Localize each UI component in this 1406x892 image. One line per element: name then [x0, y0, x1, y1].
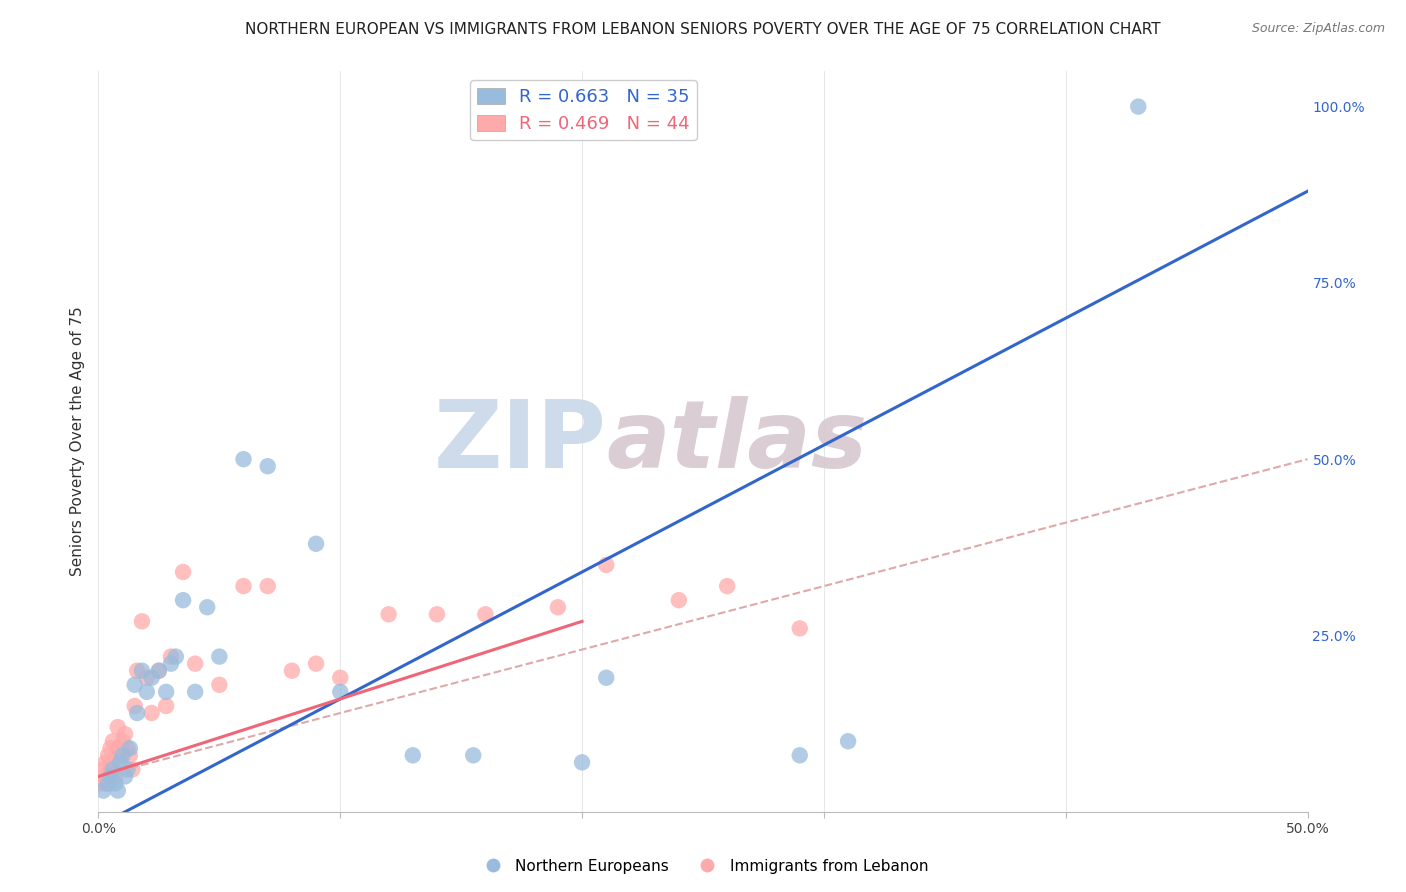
Legend: R = 0.663   N = 35, R = 0.469   N = 44: R = 0.663 N = 35, R = 0.469 N = 44: [470, 80, 697, 140]
Point: [595, 671, 617, 685]
Point: [155, 685, 177, 699]
Point: [94, 776, 117, 790]
Point: [329, 685, 352, 699]
Point: [114, 769, 136, 783]
Point: [127, 706, 149, 720]
Point: [571, 756, 593, 770]
Point: [117, 741, 139, 756]
Point: [148, 664, 170, 678]
Point: [232, 452, 254, 467]
Point: [160, 657, 183, 671]
Point: [100, 769, 122, 783]
Point: [118, 748, 141, 763]
Point: [547, 600, 569, 615]
Point: [402, 748, 425, 763]
Text: NORTHERN EUROPEAN VS IMMIGRANTS FROM LEBANON SENIORS POVERTY OVER THE AGE OF 75 : NORTHERN EUROPEAN VS IMMIGRANTS FROM LEB…: [245, 22, 1161, 37]
Point: [107, 783, 129, 797]
Point: [474, 607, 496, 622]
Text: atlas: atlas: [606, 395, 868, 488]
Point: [101, 763, 124, 777]
Point: [141, 706, 163, 720]
Point: [124, 698, 146, 713]
Point: [111, 748, 134, 763]
Point: [141, 671, 163, 685]
Point: [305, 537, 328, 551]
Point: [114, 727, 136, 741]
Point: [91, 783, 114, 797]
Point: [256, 579, 278, 593]
Point: [127, 664, 149, 678]
Point: [131, 664, 153, 678]
Point: [108, 748, 131, 763]
Point: [91, 769, 114, 783]
Point: [97, 748, 120, 763]
Point: [104, 769, 127, 783]
Text: Source: ZipAtlas.com: Source: ZipAtlas.com: [1251, 22, 1385, 36]
Point: [789, 748, 811, 763]
Point: [97, 769, 120, 783]
Point: [789, 621, 811, 635]
Point: [165, 649, 187, 664]
Point: [184, 657, 207, 671]
Point: [668, 593, 690, 607]
Point: [160, 649, 183, 664]
Point: [172, 593, 194, 607]
Point: [111, 734, 134, 748]
Point: [208, 678, 231, 692]
Point: [595, 558, 617, 572]
Point: [107, 741, 129, 756]
Point: [117, 763, 139, 777]
Point: [232, 579, 254, 593]
Point: [91, 763, 114, 777]
Point: [716, 579, 738, 593]
Point: [101, 734, 124, 748]
Point: [100, 763, 122, 777]
Point: [97, 776, 120, 790]
Point: [208, 649, 231, 664]
Point: [305, 657, 328, 671]
Point: [101, 756, 124, 770]
Point: [131, 615, 153, 629]
Point: [124, 678, 146, 692]
Text: ZIP: ZIP: [433, 395, 606, 488]
Point: [104, 776, 127, 790]
Point: [329, 671, 352, 685]
Point: [463, 748, 485, 763]
Point: [281, 664, 304, 678]
Point: [256, 459, 278, 474]
Point: [135, 685, 157, 699]
Point: [121, 763, 143, 777]
Point: [94, 756, 117, 770]
Y-axis label: Seniors Poverty Over the Age of 75: Seniors Poverty Over the Age of 75: [69, 307, 84, 576]
Point: [107, 720, 129, 734]
Point: [108, 756, 131, 770]
Point: [172, 565, 194, 579]
Point: [155, 698, 177, 713]
Point: [118, 741, 141, 756]
Point: [135, 671, 157, 685]
Point: [195, 600, 218, 615]
Point: [426, 607, 449, 622]
Legend: Northern Europeans, Immigrants from Lebanon: Northern Europeans, Immigrants from Leba…: [471, 853, 935, 880]
Point: [100, 741, 122, 756]
Point: [377, 607, 399, 622]
Point: [1128, 100, 1150, 114]
Point: [90, 776, 112, 790]
Point: [148, 664, 170, 678]
Point: [184, 685, 207, 699]
Point: [837, 734, 859, 748]
